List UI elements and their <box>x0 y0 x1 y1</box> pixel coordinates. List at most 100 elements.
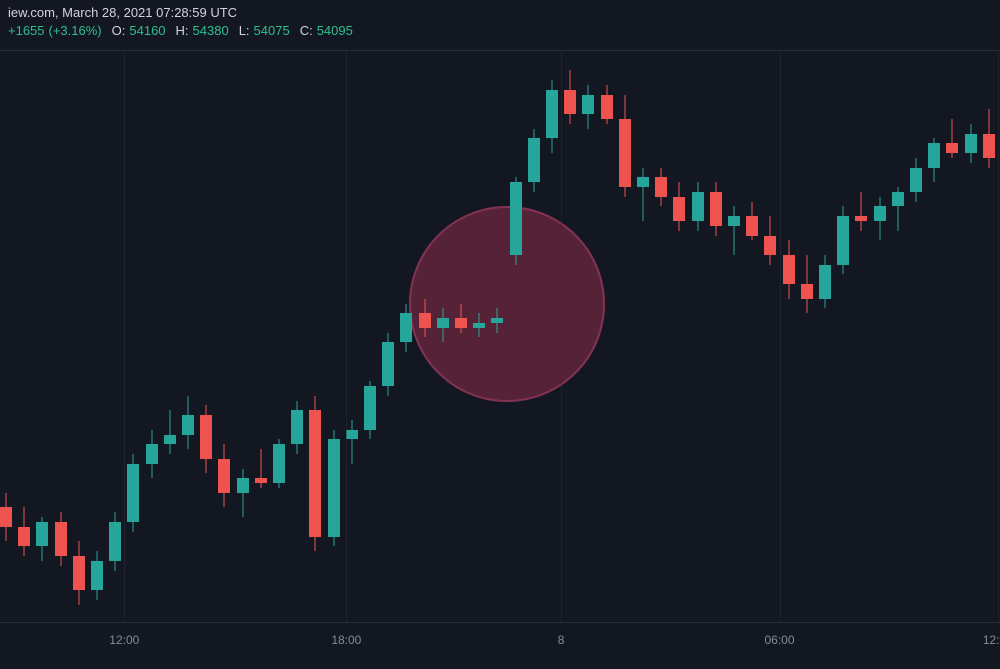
candle <box>910 158 922 202</box>
candle <box>601 85 613 124</box>
candle <box>728 206 740 255</box>
gridline-vertical <box>998 50 999 623</box>
candle <box>455 304 467 333</box>
candle-body <box>273 444 285 483</box>
candle <box>637 168 649 221</box>
candle-body <box>200 415 212 459</box>
candle-body <box>346 430 358 440</box>
candle-wick <box>861 192 862 231</box>
candle-body <box>309 410 321 536</box>
candle-body <box>837 216 849 265</box>
change-abs: +1655 <box>8 22 45 40</box>
candle <box>255 449 267 488</box>
candle-body <box>601 95 613 119</box>
candle <box>109 512 121 570</box>
candle-body <box>892 192 904 207</box>
candle-body <box>510 182 522 255</box>
candle-body <box>400 313 412 342</box>
candle-body <box>73 556 85 590</box>
candle-body <box>528 138 540 182</box>
candle <box>182 396 194 449</box>
candle-wick <box>242 469 243 518</box>
open-label: O: <box>112 22 126 40</box>
chart-header: iew.com, March 28, 2021 07:28:59 UTC +16… <box>0 0 361 44</box>
candle-body <box>801 284 813 299</box>
candle <box>965 124 977 163</box>
candle-wick <box>351 420 352 464</box>
candle <box>764 216 776 265</box>
candlestick-chart[interactable] <box>0 50 1000 623</box>
candle <box>382 333 394 396</box>
candle <box>892 187 904 231</box>
candle <box>0 493 12 542</box>
candle <box>91 551 103 600</box>
change-pct: (+3.16%) <box>49 22 102 40</box>
candle-body <box>91 561 103 590</box>
gridline-vertical <box>780 50 781 623</box>
candle-body <box>728 216 740 226</box>
candle <box>473 313 485 337</box>
candle-body <box>874 206 886 221</box>
candle-body <box>218 459 230 493</box>
candle <box>819 255 831 308</box>
candle-body <box>564 90 576 114</box>
high-value: 54380 <box>193 22 229 40</box>
candle-body <box>946 143 958 153</box>
candle-body <box>364 386 376 430</box>
candle-body <box>746 216 758 235</box>
candle <box>237 469 249 518</box>
candle <box>746 202 758 241</box>
candle <box>437 308 449 342</box>
close-value: 54095 <box>317 22 353 40</box>
candle <box>837 206 849 274</box>
candle-body <box>291 410 303 444</box>
candle-wick <box>734 206 735 255</box>
candle-body <box>36 522 48 546</box>
candle <box>73 541 85 604</box>
candle-body <box>928 143 940 167</box>
candle-body <box>237 478 249 493</box>
candle-body <box>328 439 340 536</box>
candle-body <box>637 177 649 187</box>
candle <box>346 420 358 464</box>
candle <box>801 255 813 313</box>
candle <box>655 168 667 207</box>
candle-body <box>437 318 449 328</box>
candle-body <box>419 313 431 328</box>
candle-wick <box>643 168 644 221</box>
candle <box>36 517 48 561</box>
header-source-line: iew.com, March 28, 2021 07:28:59 UTC <box>8 4 353 22</box>
candle <box>528 129 540 192</box>
candle <box>983 109 995 167</box>
candle-body <box>146 444 158 463</box>
candle <box>855 192 867 231</box>
close-label: C: <box>300 22 313 40</box>
candle-body <box>473 323 485 328</box>
candle <box>273 439 285 488</box>
candle-body <box>255 478 267 483</box>
candle <box>364 381 376 439</box>
candle <box>55 512 67 565</box>
x-tick-label: 8 <box>558 633 565 647</box>
candle-body <box>455 318 467 328</box>
candle-body <box>109 522 121 561</box>
low-label: L: <box>239 22 250 40</box>
candle-body <box>819 265 831 299</box>
candle <box>582 85 594 129</box>
candle <box>874 197 886 241</box>
candle-body <box>55 522 67 556</box>
candle-body <box>619 119 631 187</box>
candle <box>673 182 685 231</box>
candle-body <box>382 342 394 386</box>
candle <box>928 138 940 182</box>
candle-body <box>692 192 704 221</box>
candle-body <box>983 134 995 158</box>
candle <box>510 177 522 264</box>
candle <box>710 182 722 235</box>
gridline-vertical <box>561 50 562 623</box>
candle <box>328 430 340 547</box>
candle <box>291 401 303 454</box>
candle <box>400 304 412 353</box>
high-label: H: <box>176 22 189 40</box>
candle <box>309 396 321 551</box>
